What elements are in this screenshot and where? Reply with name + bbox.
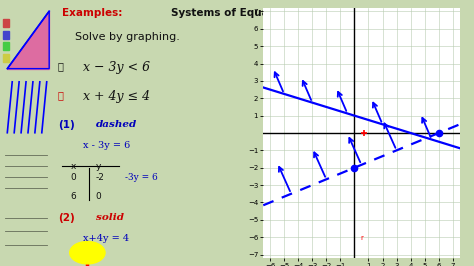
Circle shape (70, 242, 105, 264)
Text: x − 3y < 6: x − 3y < 6 (83, 61, 150, 74)
Text: ⓪: ⓪ (58, 61, 64, 71)
Text: r: r (360, 235, 363, 241)
Text: 0: 0 (96, 192, 101, 201)
Text: x - 3y = 6: x - 3y = 6 (83, 141, 130, 150)
Bar (3, 54, 9, 62)
Text: Examples:: Examples: (62, 8, 123, 18)
Text: (2): (2) (58, 213, 75, 223)
Text: Solve by graphing.: Solve by graphing. (75, 32, 180, 42)
Text: Systems of Equations - Graphing: Systems of Equations - Graphing (172, 8, 364, 18)
Text: ⓐ: ⓐ (58, 90, 64, 101)
Text: x+4y = 4: x+4y = 4 (83, 234, 129, 243)
Text: -3y = 6: -3y = 6 (125, 173, 158, 182)
Polygon shape (7, 11, 49, 69)
Text: 6: 6 (71, 192, 76, 201)
Text: x + 4y ≤ 4: x + 4y ≤ 4 (83, 90, 150, 103)
Bar (3, 31, 9, 39)
Text: x: x (71, 162, 76, 171)
Text: y: y (96, 162, 101, 171)
Bar (3, 43, 9, 50)
Text: (1): (1) (58, 120, 75, 130)
Text: -2: -2 (96, 173, 105, 182)
Bar (3, 19, 9, 27)
Text: solid: solid (96, 213, 124, 222)
Text: dashed: dashed (96, 120, 137, 129)
Text: 0: 0 (71, 173, 76, 182)
